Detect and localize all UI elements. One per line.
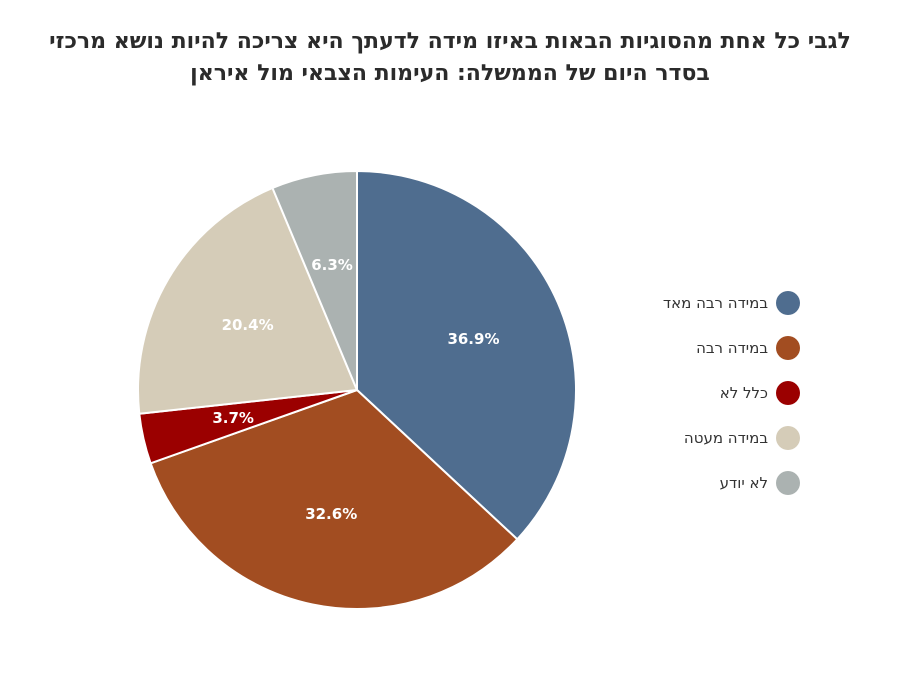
- legend-label: לא יודע: [719, 473, 768, 492]
- legend-swatch: [776, 425, 800, 450]
- legend-swatch: [776, 335, 800, 360]
- chart-title-line-2: בסדר היום של הממשלה: העימות הצבאי מול אי…: [190, 61, 710, 86]
- pie-slice: [271, 169, 358, 391]
- legend-label: במידה רבה: [696, 338, 768, 357]
- slice-data-label: 20.4%: [222, 316, 274, 334]
- legend: במידה רבה מאד במידה רבה כלל לא במידה מעט…: [600, 280, 800, 505]
- chart-title: לגבי כל אחת מהסוגיות הבאות באיזו מידה לד…: [40, 26, 860, 90]
- legend-item-dont-know: לא יודע: [600, 460, 800, 505]
- legend-swatch: [776, 290, 800, 315]
- legend-swatch: [776, 380, 800, 405]
- pie-slice: [137, 186, 359, 415]
- slice-data-label: 6.3%: [311, 256, 353, 274]
- legend-swatch: [776, 470, 800, 495]
- pie-slice: [356, 169, 577, 541]
- pie-slice: [149, 388, 519, 610]
- slice-data-label: 32.6%: [305, 505, 357, 523]
- legend-item-very-much: במידה רבה מאד: [600, 280, 800, 325]
- legend-item-little: במידה מעטה: [600, 415, 800, 460]
- chart-title-line-1: לגבי כל אחת מהסוגיות הבאות באיזו מידה לד…: [49, 29, 851, 54]
- legend-label: במידה מעטה: [683, 428, 768, 447]
- slice-data-label: 36.9%: [447, 330, 499, 348]
- legend-label: כלל לא: [719, 383, 768, 402]
- legend-item-much: במידה רבה: [600, 325, 800, 370]
- slice-data-label: 3.7%: [212, 409, 254, 427]
- legend-item-not-at-all: כלל לא: [600, 370, 800, 415]
- legend-label: במידה רבה מאד: [662, 293, 768, 312]
